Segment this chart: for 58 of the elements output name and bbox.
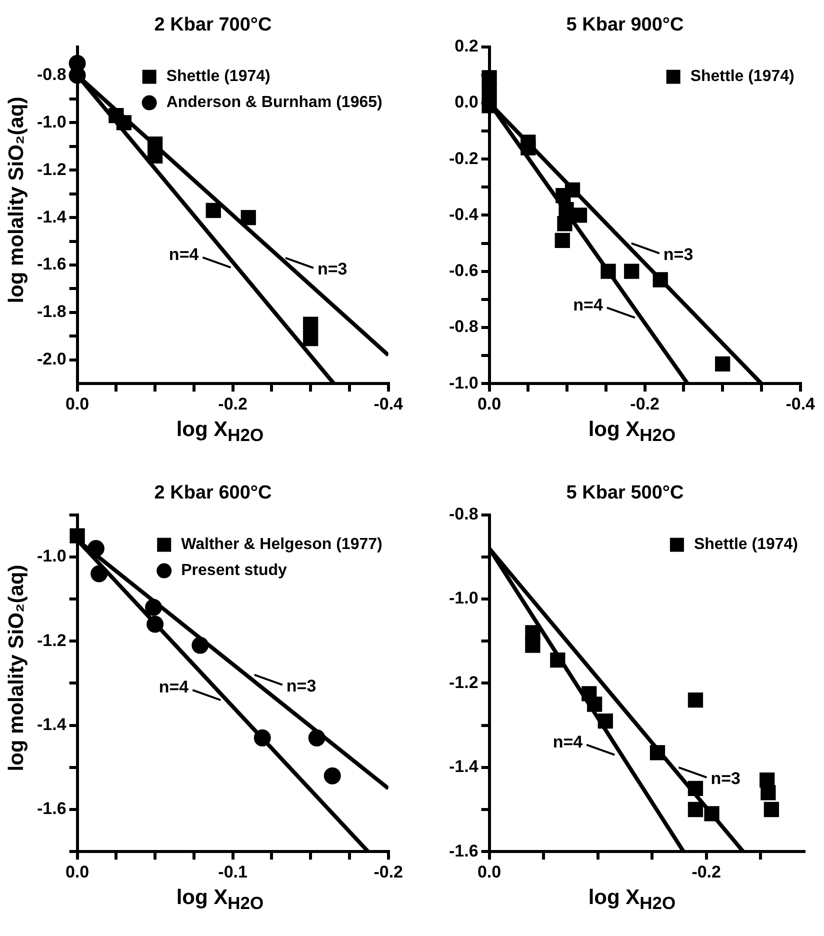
x-tick-label: -0.4 (374, 394, 404, 414)
annotation: n=4 (158, 678, 190, 697)
x-axis-title: log X$_{H2O}$ (587, 418, 677, 446)
x-tick-label: 0.0 (65, 862, 90, 882)
x-tick-label: 0.0 (65, 394, 90, 414)
legend-label: Anderson & Burnham (1965) (166, 94, 382, 112)
x-tick-label: -0.2 (218, 394, 248, 414)
y-tick-label: -1.2 (448, 672, 478, 692)
y-tick-label: -0.2 (448, 148, 478, 168)
legend-label: Shettle (1974) (690, 68, 794, 86)
y-tick-label: -2.0 (36, 350, 66, 369)
x-tick-label: -0.4 (786, 394, 816, 414)
y-tick-label: -1.0 (36, 546, 66, 566)
y-tick-label: -1.2 (36, 160, 66, 179)
x-tick-label: -0.2 (692, 862, 721, 882)
legend-label: Present study (181, 562, 288, 580)
x-axis-title: log X$_{H2O}$ (175, 418, 265, 446)
annotation: n=3 (317, 260, 348, 279)
y-tick-label: 0.2 (454, 36, 478, 56)
x-tick-label: -0.2 (374, 862, 403, 882)
legend-label: Walther & Helgeson (1977) (181, 536, 382, 554)
y-tick-label: -1.6 (448, 841, 478, 860)
y-tick-label: -0.8 (448, 504, 478, 524)
annotation: n=4 (573, 295, 604, 314)
x-axis-title: log X$_{H2O}$ (587, 886, 677, 914)
y-tick-label: -1.0 (448, 588, 478, 608)
y-tick-label: -0.6 (448, 261, 478, 280)
annotation: n=4 (168, 245, 200, 264)
y-tick-label: -0.8 (36, 64, 66, 84)
y-tick-label: -1.4 (36, 207, 67, 226)
legend-label: Shettle (1974) (166, 68, 270, 86)
y-tick-label: -1.2 (36, 630, 66, 650)
y-tick-label: -1.0 (448, 373, 478, 392)
annotation: n=4 (552, 732, 584, 752)
annotation: n=3 (663, 244, 694, 264)
y-tick-label: -0.8 (448, 317, 478, 336)
x-tick-label: 0.0 (477, 394, 502, 414)
y-tick-label: -1.0 (36, 112, 66, 132)
y-tick-label: 0.0 (454, 92, 478, 112)
y-tick-label: -0.4 (448, 204, 479, 224)
chart-title: 2 Kbar 600°C (154, 482, 272, 504)
y-axis-title: log molality SiO₂(aq) (4, 96, 29, 306)
x-tick-label: -0.2 (630, 394, 660, 414)
y-axis-title: log molality SiO₂(aq) (4, 564, 29, 774)
chart-title: 2 Kbar 700°C (154, 14, 272, 36)
legend-label: Shettle (1974) (694, 536, 798, 554)
chart-title: 5 Kbar 500°C (566, 482, 684, 504)
y-tick-label: -1.6 (36, 254, 66, 274)
x-axis-title: log X$_{H2O}$ (175, 886, 265, 914)
chart-title: 5 Kbar 900°C (566, 14, 684, 36)
y-tick-label: -1.6 (36, 799, 66, 818)
x-tick-label: -0.1 (218, 862, 248, 882)
y-tick-label: -1.8 (36, 302, 66, 322)
y-tick-label: -1.4 (36, 714, 67, 734)
x-tick-label: 0.0 (477, 862, 502, 882)
annotation: n=3 (286, 676, 316, 696)
y-tick-label: -1.4 (448, 757, 479, 776)
annotation: n=3 (710, 769, 740, 788)
